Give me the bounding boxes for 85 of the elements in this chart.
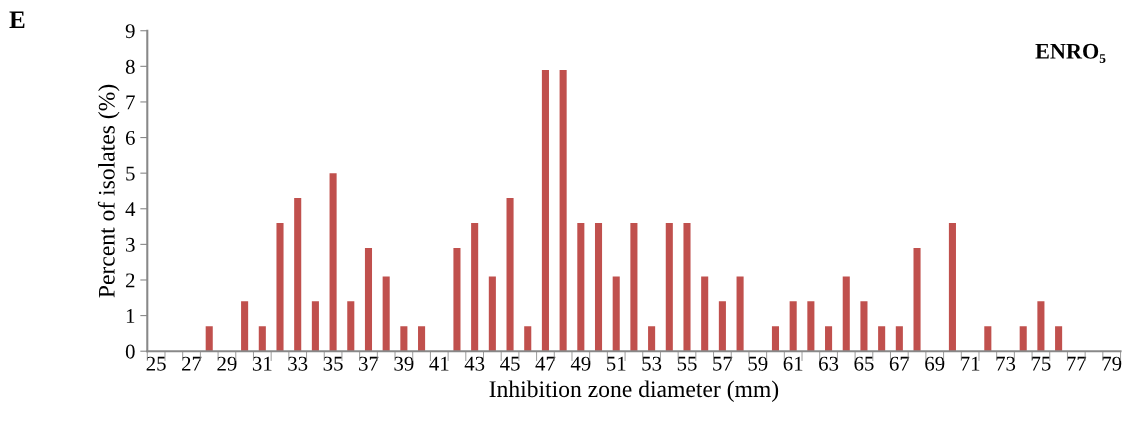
bar (276, 223, 284, 352)
x-tick-label: 31 (252, 356, 272, 371)
bar (400, 326, 408, 352)
x-tick-label: 27 (182, 356, 202, 371)
bar (683, 223, 691, 352)
bar (701, 276, 709, 352)
bar (825, 326, 833, 352)
bar (948, 223, 956, 352)
bar (311, 301, 319, 352)
bar (860, 301, 868, 352)
bar (1055, 326, 1063, 352)
bar (594, 223, 603, 352)
x-tick-label: 51 (607, 356, 626, 371)
bar (364, 247, 373, 352)
x-tick-label: 37 (359, 356, 379, 371)
bar (347, 301, 355, 352)
x-tick-label: 67 (889, 356, 910, 371)
y-tick-label: 8 (125, 59, 135, 74)
x-tick-label: 77 (1067, 356, 1087, 371)
bar (418, 326, 426, 352)
bar (1019, 326, 1027, 352)
bar (329, 173, 337, 352)
bar (648, 326, 656, 352)
x-tick-label: 65 (854, 356, 874, 371)
x-tick-label: 35 (323, 356, 343, 371)
x-tick-label: 73 (996, 356, 1016, 371)
x-tick-label: 61 (783, 356, 803, 371)
bar (488, 276, 496, 352)
bar (789, 301, 797, 352)
x-tick-label: 57 (713, 356, 733, 371)
x-axis-title: Inhibition zone diameter (mm) (489, 380, 779, 402)
x-tick-label: 63 (819, 356, 839, 371)
x-tick-label: 75 (1031, 356, 1051, 371)
y-tick-label: 2 (125, 273, 135, 288)
bar (842, 276, 850, 352)
bar (294, 198, 302, 352)
x-tick-label: 43 (464, 356, 485, 371)
x-tick-label: 53 (642, 356, 662, 371)
bar (258, 326, 266, 352)
y-axis-title: Percent of isolates (%) (97, 84, 120, 298)
x-tick-label: 29 (217, 356, 237, 371)
text: ENRO₅ (1035, 43, 1106, 64)
x-tick-label: 41 (429, 356, 449, 371)
bar (577, 223, 585, 352)
x-tick-label: 47 (535, 356, 556, 371)
bar (612, 276, 620, 352)
x-tick-label: 55 (677, 356, 697, 371)
bar (1037, 301, 1045, 352)
text: E (9, 11, 25, 28)
bar (878, 326, 886, 352)
x-tick-label: 59 (748, 356, 768, 371)
bar (524, 326, 532, 352)
y-tick-label: 0 (125, 344, 135, 359)
bar (241, 301, 249, 352)
x-tick-label: 25 (146, 356, 166, 371)
bar (541, 69, 549, 352)
x-tick-label: 69 (925, 356, 945, 371)
bar (506, 198, 514, 352)
y-tick-label: 6 (125, 130, 135, 145)
bar (471, 223, 479, 352)
bar (895, 326, 903, 352)
bar (807, 301, 815, 352)
bar (453, 247, 461, 352)
x-tick-label: 33 (288, 356, 308, 371)
bar (736, 276, 744, 352)
y-tick-label: 4 (125, 202, 136, 216)
bar (984, 326, 992, 352)
x-tick-label: 79 (1102, 356, 1122, 371)
y-tick-label: 9 (125, 24, 135, 39)
bar (913, 247, 921, 352)
x-tick-label: 45 (500, 356, 520, 371)
bar (771, 326, 780, 352)
bar (718, 301, 726, 352)
x-tick-label: 49 (570, 356, 591, 371)
y-tick-label: 3 (126, 237, 135, 252)
y-tick-label: 5 (126, 166, 135, 181)
bar (382, 276, 390, 352)
y-tick-label: 1 (126, 309, 135, 323)
x-tick-label: 39 (394, 356, 414, 371)
bar (559, 69, 567, 352)
bar (630, 223, 638, 352)
bar (205, 326, 213, 352)
x-tick-label: 71 (961, 356, 980, 371)
y-tick-label: 7 (126, 95, 135, 110)
bar (665, 223, 673, 352)
